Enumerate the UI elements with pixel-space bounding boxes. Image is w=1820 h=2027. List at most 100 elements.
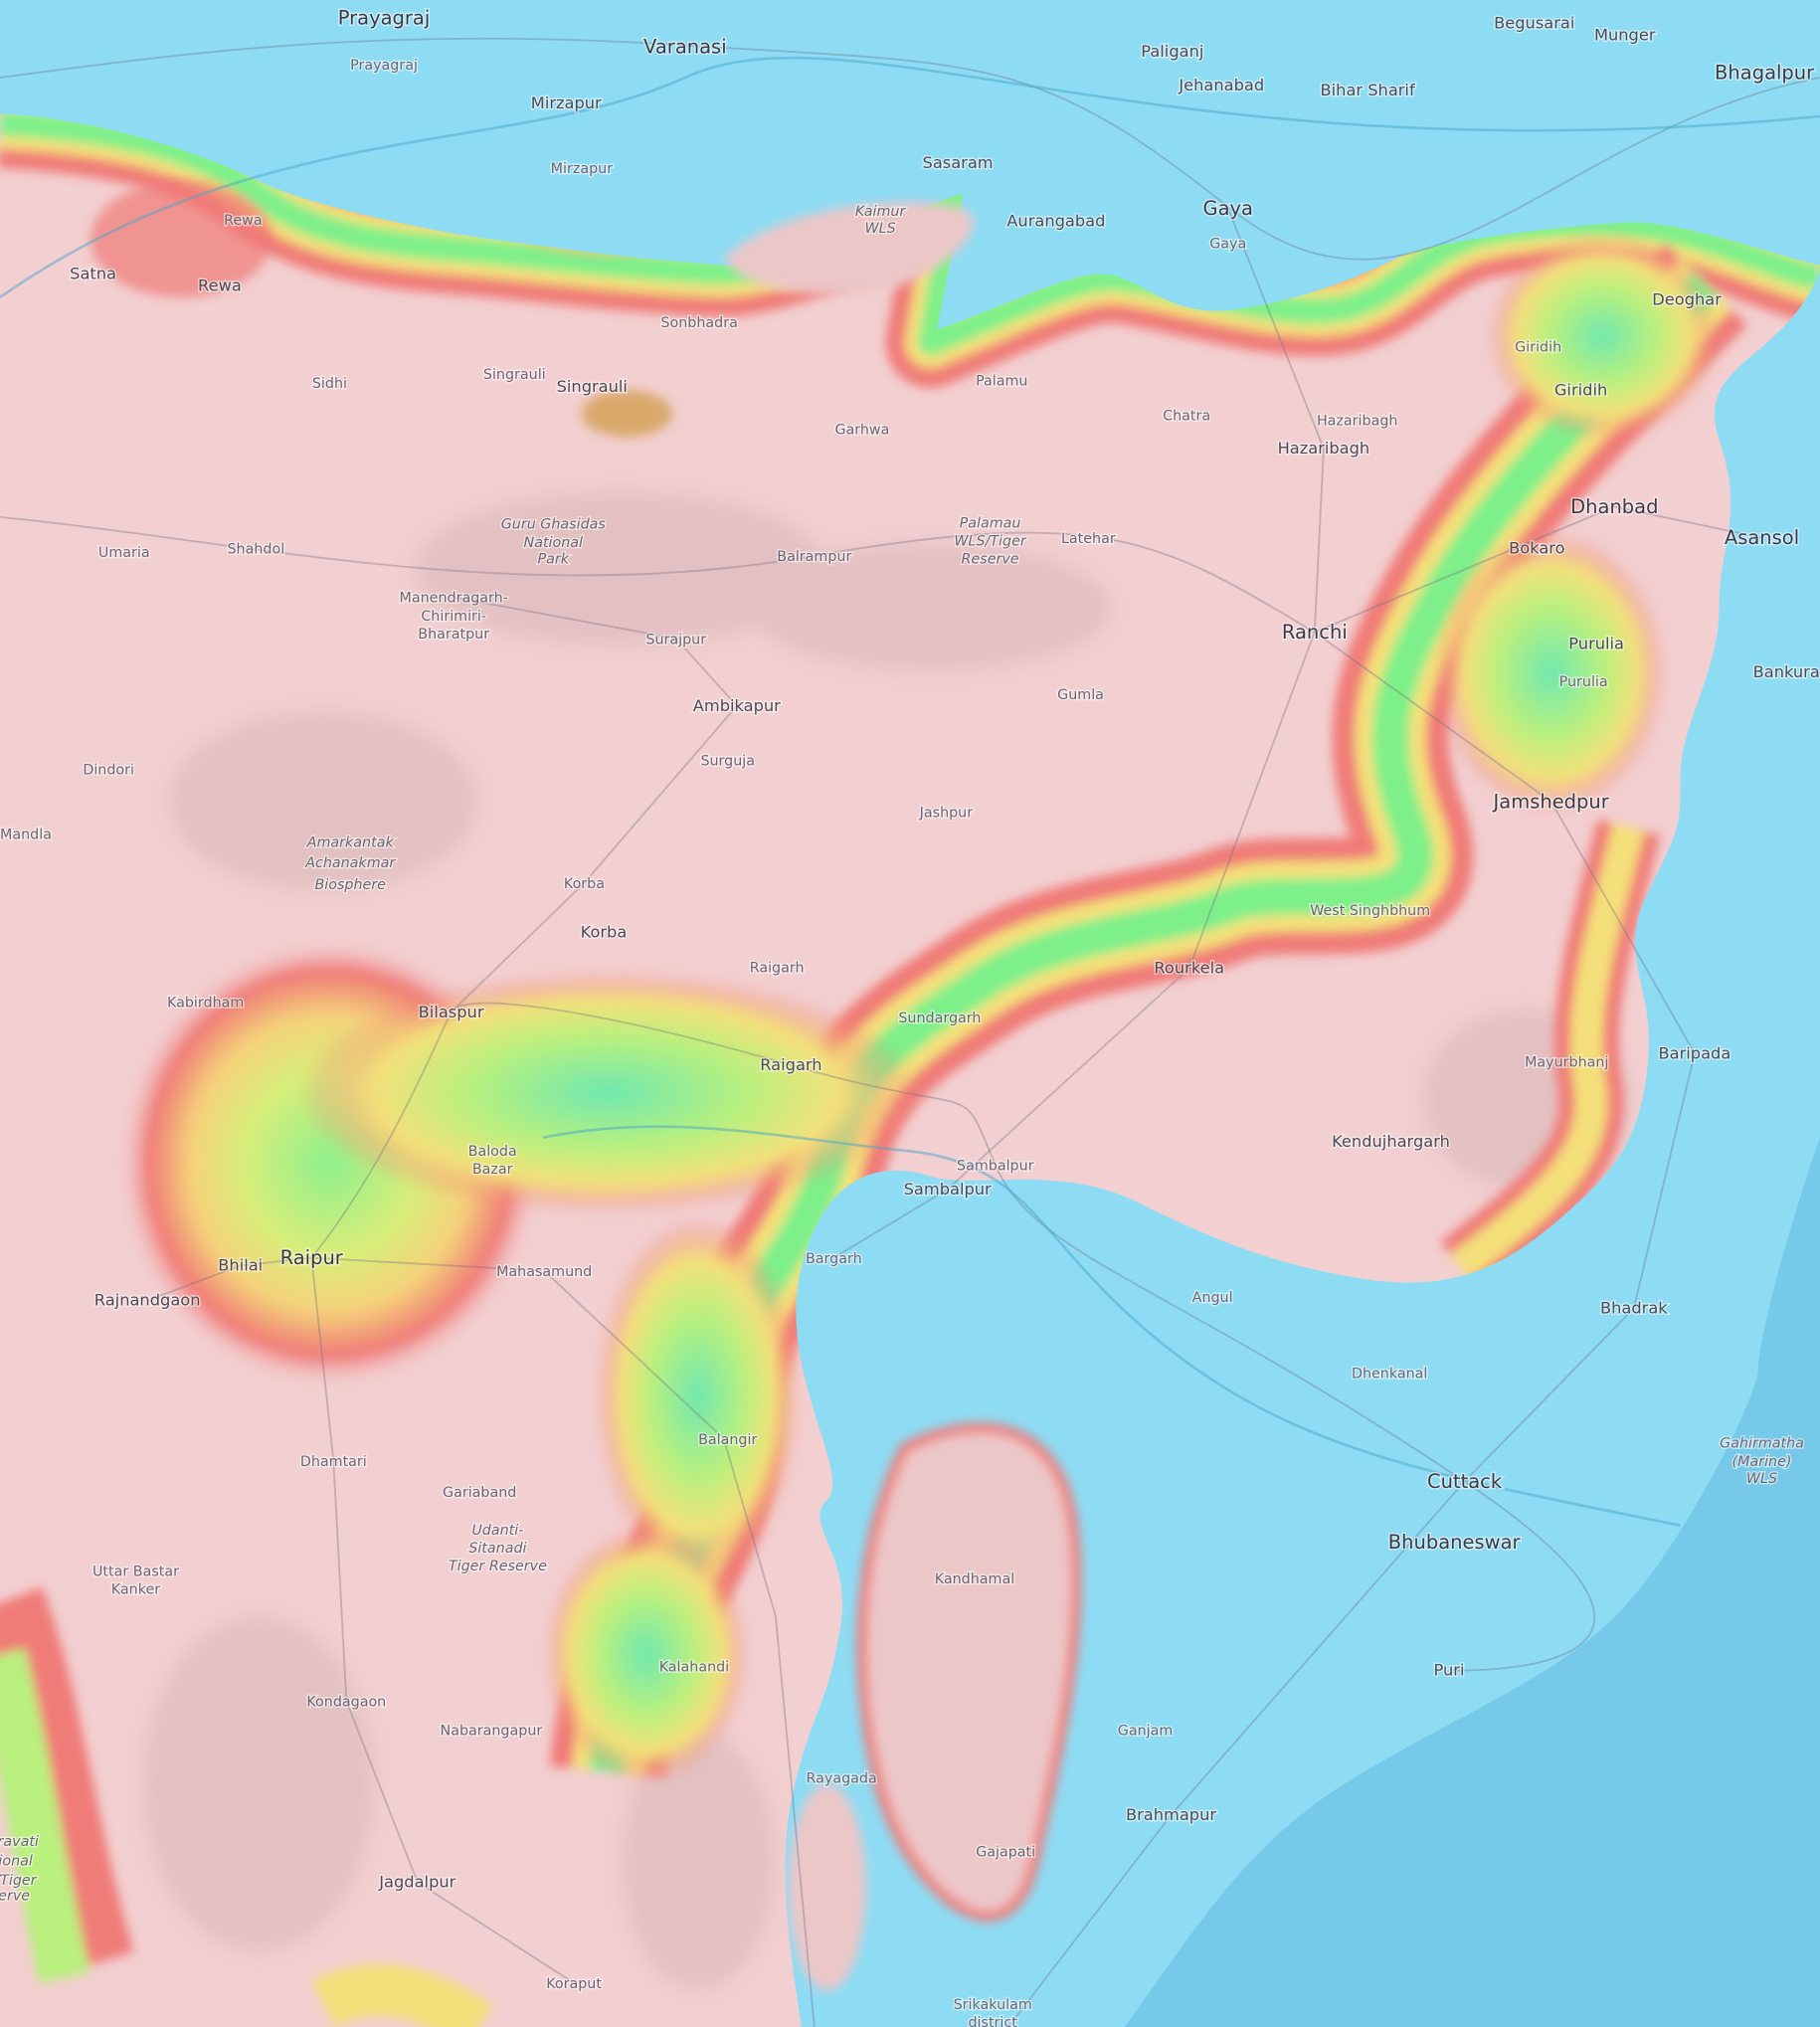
place-label: WLS — [865, 221, 896, 237]
place-label: Cuttack — [1427, 1470, 1503, 1493]
place-label: Gariaband — [443, 1485, 516, 1501]
place-label: Giridih — [1515, 340, 1561, 356]
place-label: Bazar — [472, 1162, 513, 1178]
place-label: Gahirmatha — [1720, 1436, 1804, 1452]
place-label: Varanasi — [643, 35, 727, 58]
place-label: Hazaribagh — [1278, 439, 1370, 458]
place-label: Dhenkanal — [1352, 1367, 1427, 1382]
place-label: Baloda — [468, 1144, 517, 1160]
place-label: Srikakulam — [954, 1997, 1032, 2013]
place-label: Garhwa — [834, 423, 889, 439]
place-label: Park — [538, 552, 570, 568]
place-label: Satna — [70, 265, 116, 283]
place-label: Surajpur — [645, 632, 706, 647]
place-label: Deoghar — [1652, 290, 1722, 309]
place-label: Chirimiri- — [421, 609, 486, 625]
place-label: district — [968, 2015, 1017, 2027]
place-label: Balrampur — [777, 549, 851, 565]
place-label: Mahasamund — [496, 1264, 592, 1280]
place-label: (Marine) — [1732, 1454, 1792, 1470]
place-label: Singrauli — [483, 367, 546, 383]
place-label: Mayurbhanj — [1525, 1054, 1608, 1070]
place-label: Raipur — [280, 1246, 344, 1269]
place-label: Bhilai — [218, 1256, 263, 1275]
place-label: West Singhbhum — [1310, 903, 1430, 919]
place-label: Reserve — [962, 552, 1019, 568]
place-label: Gaya — [1202, 197, 1253, 220]
place-label: Purulia — [1559, 674, 1608, 690]
place-label: Uttar Bastar — [92, 1564, 179, 1579]
place-label: Bilaspur — [419, 1003, 484, 1021]
place-label: Balangir — [698, 1432, 757, 1448]
place-label: Munger — [1594, 25, 1656, 44]
place-label: Ganjam — [1118, 1723, 1174, 1739]
place-label: Guru Ghasidas — [501, 517, 607, 533]
place-label: Sundargarh — [898, 1011, 981, 1026]
place-label: Kaimur — [855, 204, 907, 220]
place-label: Korba — [581, 922, 628, 941]
rivers — [0, 56, 1820, 1527]
place-label: Nabarangapur — [441, 1723, 543, 1739]
place-label: Kondagaon — [306, 1695, 386, 1711]
place-label: Prayagraj — [338, 7, 431, 30]
place-label: Palamau — [960, 515, 1021, 531]
map-labels: Prayagraj Prayagraj Varanasi Mirzapur Paliga… — [0, 5, 1820, 2027]
place-label: Ambikapur — [693, 696, 781, 715]
highland-patches — [723, 202, 1082, 1991]
place-label: Manendragarh- — [400, 591, 508, 607]
place-label: Chatra — [1163, 408, 1210, 424]
place-label: serve — [0, 1889, 30, 1905]
place-label: Achanakmar — [304, 855, 396, 871]
place-label: Rewa — [224, 213, 262, 229]
place-label: Prayagraj — [350, 58, 418, 74]
place-label: Baripada — [1659, 1043, 1731, 1062]
place-label: Brahmapur — [1126, 1805, 1216, 1824]
place-label: Amarkantak — [306, 834, 395, 850]
place-label: Paliganj — [1141, 42, 1203, 61]
place-label: Kalahandi — [659, 1660, 729, 1676]
place-label: Rewa — [198, 276, 242, 294]
place-label: WLS/Tiger — [954, 533, 1026, 549]
place-label: Raigarh — [760, 1055, 821, 1074]
place-label: Korba — [564, 876, 605, 892]
place-label: Begusarai — [1494, 14, 1574, 33]
place-label: Latehar — [1061, 531, 1116, 547]
place-label: Kandhamal — [935, 1571, 1014, 1587]
place-label: Bharatpur — [418, 627, 489, 643]
place-label: Rayagada — [807, 1770, 877, 1786]
place-label: Surguja — [700, 753, 755, 769]
place-label: Sambalpur — [904, 1180, 992, 1198]
place-label: Raigarh — [750, 960, 805, 976]
place-label: Kendujhargarh — [1332, 1132, 1450, 1151]
place-label: ravati — [0, 1834, 39, 1850]
place-label: Gumla — [1057, 687, 1104, 703]
place-label: Mirzapur — [531, 93, 602, 112]
place-label: Mirzapur — [551, 161, 614, 177]
place-label: Puri — [1433, 1660, 1464, 1679]
place-label: Jashpur — [919, 805, 974, 821]
place-label: Bihar Sharif — [1321, 81, 1416, 99]
place-label: Angul — [1192, 1290, 1233, 1306]
place-label: Kabirdham — [167, 996, 244, 1012]
bay-of-bengal — [1124, 1137, 1820, 2027]
place-label: Sambalpur — [957, 1158, 1034, 1174]
place-label: r/Tiger — [0, 1873, 38, 1889]
place-label: Shahdol — [227, 541, 284, 557]
place-label: Sasaram — [923, 153, 994, 172]
place-label: Kanker — [111, 1582, 160, 1598]
place-label: ional — [0, 1854, 33, 1870]
place-label: Udanti- — [471, 1523, 523, 1539]
place-label: Bhagalpur — [1715, 61, 1815, 84]
place-label: Sitanadi — [468, 1541, 526, 1557]
place-label: Rourkela — [1154, 959, 1224, 978]
northern-plains — [0, 0, 1820, 330]
place-label: Sidhi — [312, 376, 347, 392]
place-label: Dhanbad — [1570, 495, 1658, 518]
place-label: Gaya — [1209, 237, 1246, 253]
roads — [0, 37, 1820, 2027]
place-label: Biosphere — [314, 877, 386, 893]
place-label: Dhamtari — [300, 1454, 367, 1470]
place-label: Asansol — [1725, 526, 1799, 549]
place-label: Bokaro — [1509, 538, 1564, 557]
